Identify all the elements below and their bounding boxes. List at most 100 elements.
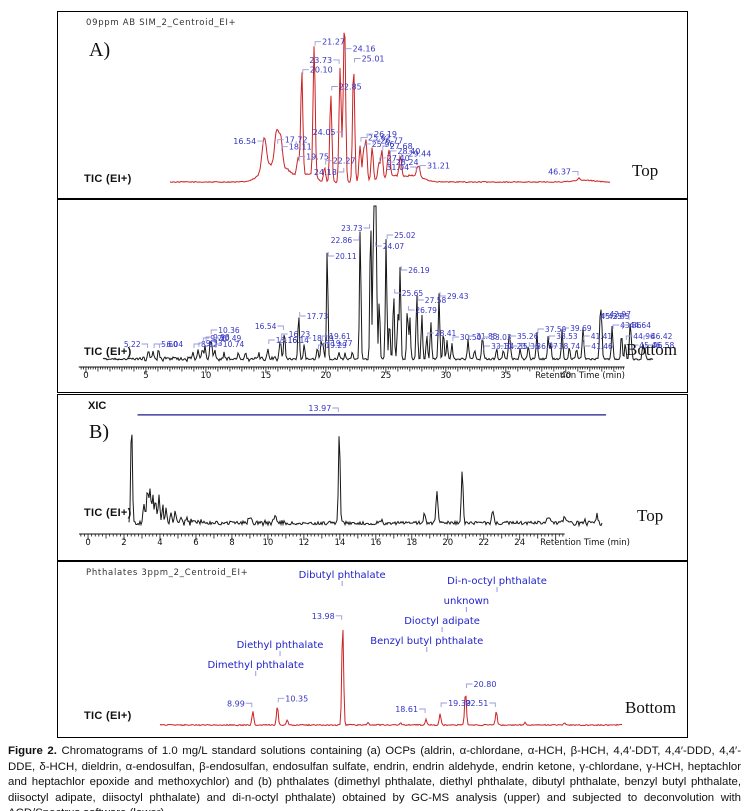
svg-text:29.44: 29.44 xyxy=(408,150,431,159)
svg-text:21.27: 21.27 xyxy=(322,38,345,47)
svg-text:16.54: 16.54 xyxy=(255,322,277,331)
svg-text:19.29: 19.29 xyxy=(325,341,347,350)
svg-text:8.92: 8.92 xyxy=(201,340,218,349)
svg-text:9.93: 9.93 xyxy=(213,333,230,342)
svg-text:15.16: 15.16 xyxy=(276,336,298,345)
panel-phthalate-tic-top: 0 2 4 6 8 10 12 14 16 18 20 22 24 Retention Time (min… xyxy=(57,394,688,561)
svg-text:10: 10 xyxy=(262,538,273,548)
svg-text:Benzyl butyl phthalate: Benzyl butyl phthalate xyxy=(370,636,483,647)
svg-text:16.23: 16.23 xyxy=(289,330,311,339)
svg-text:22.86: 22.86 xyxy=(331,236,353,245)
svg-text:6: 6 xyxy=(193,538,198,548)
run-header: Phthalates 3ppm_2_Centroid_EI+ xyxy=(86,568,249,578)
panel-phthalate-deconvoluted-bottom: 8.99 10.35 13.98 18.61 19.39 20.80 22.51 Dimeth… xyxy=(57,561,688,738)
svg-text:37.59: 37.59 xyxy=(545,325,567,334)
svg-text:41.41: 41.41 xyxy=(591,332,613,341)
svg-text:0: 0 xyxy=(83,371,88,381)
svg-text:30: 30 xyxy=(440,371,451,381)
svg-text:38.53: 38.53 xyxy=(556,332,578,341)
svg-text:8.99: 8.99 xyxy=(227,699,245,708)
svg-text:22.27: 22.27 xyxy=(333,157,356,166)
svg-text:4: 4 xyxy=(157,538,162,548)
run-header: 09ppm AB SIM_2_Centroid_EI+ xyxy=(86,18,237,28)
top-label: Top xyxy=(632,161,659,180)
svg-text:24.05: 24.05 xyxy=(313,128,336,137)
svg-text:35.26: 35.26 xyxy=(517,332,539,341)
figure-caption-text: Chromatograms of 1.0 mg/L standard solut… xyxy=(8,745,741,811)
svg-text:25.01: 25.01 xyxy=(362,55,385,64)
svg-text:22: 22 xyxy=(478,538,489,548)
svg-text:14: 14 xyxy=(334,538,345,548)
svg-text:26.19: 26.19 xyxy=(408,266,430,275)
svg-text:45.35: 45.35 xyxy=(601,312,623,321)
svg-text:42.85: 42.85 xyxy=(608,312,630,321)
svg-text:25: 25 xyxy=(380,371,391,381)
xic-signal-label: XIC xyxy=(88,400,107,412)
svg-text:9.33: 9.33 xyxy=(206,339,223,348)
svg-text:20: 20 xyxy=(442,538,453,548)
svg-text:22.85: 22.85 xyxy=(339,83,362,92)
svg-text:23.73: 23.73 xyxy=(341,224,363,233)
svg-text:0: 0 xyxy=(85,538,90,548)
svg-text:10.49: 10.49 xyxy=(220,334,242,343)
svg-text:10.35: 10.35 xyxy=(285,694,308,703)
svg-text:Dioctyl adipate: Dioctyl adipate xyxy=(404,616,480,627)
panel-letter-a: A) xyxy=(89,39,111,61)
svg-text:24.18: 24.18 xyxy=(314,168,337,177)
svg-text:29.43: 29.43 xyxy=(447,292,469,301)
svg-text:26.77: 26.77 xyxy=(380,136,403,145)
svg-text:24.07: 24.07 xyxy=(383,242,405,251)
svg-text:9.70: 9.70 xyxy=(210,334,227,343)
svg-text:Di-n-octyl phthalate: Di-n-octyl phthalate xyxy=(447,576,547,587)
svg-text:18.61: 18.61 xyxy=(395,705,418,714)
svg-text:15: 15 xyxy=(260,371,271,381)
svg-text:10.74: 10.74 xyxy=(223,340,245,349)
svg-text:33.10: 33.10 xyxy=(491,342,513,351)
svg-text:19.61: 19.61 xyxy=(329,332,351,341)
svg-text:44.64: 44.64 xyxy=(630,321,652,330)
svg-text:18.11: 18.11 xyxy=(289,143,312,152)
svg-text:25.02: 25.02 xyxy=(394,231,416,240)
svg-text:46.42: 46.42 xyxy=(651,332,673,341)
svg-text:18: 18 xyxy=(406,538,417,548)
bottom-label: Bottom xyxy=(625,698,677,717)
svg-text:20.80: 20.80 xyxy=(474,680,497,689)
svg-text:31.21: 31.21 xyxy=(427,162,450,171)
tic-signal-label: TIC (EI+) xyxy=(84,507,132,519)
svg-text:5.22: 5.22 xyxy=(124,340,141,349)
svg-text:38.74: 38.74 xyxy=(559,342,581,351)
svg-text:40: 40 xyxy=(560,371,571,381)
tic-signal-label: TIC (EI+) xyxy=(84,173,132,185)
svg-text:43.86: 43.86 xyxy=(620,321,642,330)
svg-text:30.50: 30.50 xyxy=(460,333,482,342)
chromatogram-phthalate-deconvoluted: 8.99 10.35 13.98 18.61 19.39 20.80 22.51 Dimeth… xyxy=(159,570,622,727)
svg-text:Retention Time (min): Retention Time (min) xyxy=(540,538,630,548)
svg-text:6.04: 6.04 xyxy=(166,340,183,349)
svg-text:26.19: 26.19 xyxy=(374,130,397,139)
svg-text:unknown: unknown xyxy=(444,596,489,607)
svg-text:10.36: 10.36 xyxy=(218,326,240,335)
bottom-label: Bottom xyxy=(626,340,678,359)
svg-text:20.10: 20.10 xyxy=(310,66,333,75)
svg-text:46.37: 46.37 xyxy=(548,167,571,176)
panel-ocp-tic-top: 16.54 17.72 18.11 19.75 20.10 21.27 22.27 22.85… xyxy=(57,11,688,199)
svg-text:5.60: 5.60 xyxy=(161,340,178,349)
svg-text:33.03: 33.03 xyxy=(490,333,512,342)
svg-text:27.58: 27.58 xyxy=(425,296,447,305)
svg-text:Retention Time (min): Retention Time (min) xyxy=(535,371,625,381)
svg-text:17.73: 17.73 xyxy=(307,312,329,321)
svg-text:5: 5 xyxy=(143,371,148,381)
svg-text:24: 24 xyxy=(514,538,525,548)
svg-text:23.73: 23.73 xyxy=(309,56,332,65)
svg-text:25.96: 25.96 xyxy=(372,140,395,149)
top-label: Top xyxy=(637,506,664,525)
svg-text:17.72: 17.72 xyxy=(285,136,308,145)
svg-text:31.04: 31.04 xyxy=(386,163,409,172)
svg-text:28.41: 28.41 xyxy=(435,329,457,338)
svg-text:46.58: 46.58 xyxy=(653,341,675,350)
svg-text:24.16: 24.16 xyxy=(353,45,376,54)
panel-letter-b: B) xyxy=(89,421,109,443)
